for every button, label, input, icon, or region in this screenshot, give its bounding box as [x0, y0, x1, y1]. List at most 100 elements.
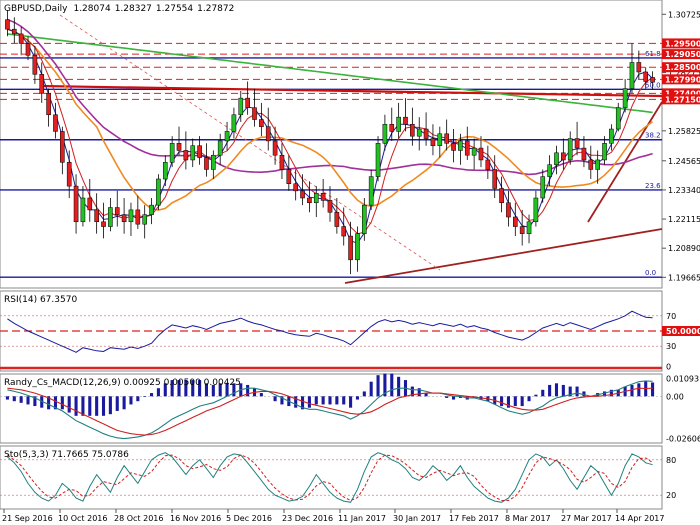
- candle-bear: [300, 190, 305, 199]
- x-tick-label: 16 Nov 2016: [170, 514, 221, 523]
- price-tick-label: 1.23340: [668, 186, 700, 195]
- ohlc-high: 1.28327: [115, 4, 152, 14]
- x-tick-label: 14 Apr 2017: [615, 514, 664, 523]
- stoch-panel: 80 20 Sto(5,3,3) 71.7665 75.0786: [0, 445, 676, 510]
- candle-bear: [25, 43, 31, 56]
- candle-bull: [238, 97, 244, 116]
- candle-bear: [307, 197, 312, 204]
- x-tick-label: 28 Oct 2016: [114, 514, 163, 523]
- fib-label: 61.8: [645, 50, 661, 58]
- candle-bear: [53, 114, 58, 132]
- candle-bull: [533, 197, 539, 223]
- rsi-panel: 70 50.0000 30 0 RSI(14) 67.3570: [0, 290, 700, 372]
- resistance-label-bg: [662, 88, 700, 99]
- candle-bull: [108, 207, 113, 227]
- candle-bear: [252, 107, 257, 120]
- x-tick-label: 21 Sep 2016: [2, 514, 53, 523]
- candle-bear: [430, 138, 436, 146]
- resistance-label-bg: [662, 62, 700, 73]
- candle-bear: [320, 193, 326, 201]
- candle-bear: [32, 55, 38, 75]
- x-tick-label: 27 Mar 2017: [561, 514, 612, 523]
- price-y-axis: 1.30725 1.28275 1.25825 1.24565 1.23340 1.221…: [662, 10, 700, 282]
- resistance-labels: 1.29500 1.29050 1.28500 1.27990 1.274001.271…: [662, 38, 700, 105]
- candle-bull: [458, 140, 463, 151]
- candle-bull: [547, 164, 552, 177]
- price-tick-label: 1.19665: [668, 273, 700, 282]
- candle-bear: [121, 214, 127, 223]
- ma-200-line: [7, 33, 653, 114]
- candle-bull: [362, 204, 367, 234]
- rsi-content: 70 50.0000 30 0: [0, 310, 700, 372]
- candle-bull: [437, 133, 443, 146]
- stoch-k-line: [7, 452, 653, 503]
- rsi-tick-label: 0: [666, 363, 671, 372]
- candle-bear: [636, 62, 642, 73]
- candle-bear: [114, 207, 120, 215]
- candle-bear: [588, 159, 594, 170]
- candle-bull: [375, 143, 381, 177]
- rsi-50-bg: [662, 326, 700, 336]
- price-tick-label: 1.22115: [668, 215, 700, 224]
- macd-label: Randy_Cs_MACD(12,26,9) 0.00925 0.00500 0…: [4, 378, 241, 388]
- candle-bull: [471, 147, 477, 156]
- support-trendline: [344, 228, 663, 284]
- resistance-label-bg: [662, 94, 700, 105]
- timeframe-label: Daily: [45, 4, 68, 14]
- macd-content: 0.01093 0.00 -0.02606: [0, 373, 700, 444]
- rsi-line: [7, 310, 653, 353]
- candle-bear: [101, 221, 106, 227]
- fib-label: 50.0: [645, 81, 661, 89]
- stoch-panel-frame: [0, 445, 663, 510]
- candle-bear: [18, 33, 24, 44]
- resistance-label: 1.27990: [665, 75, 700, 84]
- candle-bull: [355, 233, 360, 261]
- candle-bear: [183, 150, 189, 161]
- candle-bear: [389, 124, 395, 132]
- candle-bull: [609, 128, 614, 144]
- candle-bear: [327, 200, 333, 213]
- fib-label: 38.2: [645, 132, 661, 140]
- candle-bear: [650, 77, 655, 83]
- candle-bear: [403, 116, 408, 125]
- fib-labels: 61.8 50.0 38.2 23.6 0.0: [645, 50, 661, 277]
- ohlc-open: 1.28074: [73, 4, 110, 14]
- candle-bear: [492, 169, 498, 189]
- rsi-label: RSI(14) 67.3570: [4, 295, 77, 305]
- candle-bear: [245, 97, 250, 108]
- price-tick-label: 1.20890: [668, 244, 700, 253]
- candle-bear: [204, 157, 209, 170]
- candle-bear: [66, 162, 72, 187]
- candle-bull: [224, 131, 230, 142]
- candle-bull: [162, 162, 168, 180]
- candle-bull: [602, 143, 607, 161]
- candle-bear: [279, 154, 285, 170]
- candle-bull: [629, 62, 635, 89]
- candle-bear: [444, 133, 449, 144]
- resistance-label: 1.28500: [665, 63, 700, 72]
- candle-bear: [334, 212, 340, 227]
- stoch-tick-label: 20: [666, 491, 676, 500]
- candle-bear: [87, 197, 93, 211]
- horizontal-resistance-trendline: [39, 84, 663, 98]
- macd-tick-label: 0.01093: [666, 375, 699, 384]
- candle-bear: [286, 169, 292, 184]
- candle-bull: [368, 176, 374, 206]
- rsi-tick-label: 70: [666, 312, 676, 321]
- fib-label: 0.0: [645, 269, 656, 277]
- x-axis: 21 Sep 2016 10 Oct 2016 28 Oct 2016 16 Nov …: [2, 509, 664, 523]
- rsi-tick-label: 50.0000: [666, 327, 700, 336]
- x-tick-label: 5 Dec 2016: [226, 514, 272, 523]
- candle-bull: [231, 114, 237, 132]
- candle-bear: [451, 143, 456, 151]
- candle-bear: [11, 28, 17, 35]
- resistance-label-bg: [662, 38, 700, 49]
- resistance-label-bg: [662, 74, 700, 85]
- ohlc-low: 1.27554: [156, 4, 193, 14]
- resistance-label: 1.27400: [665, 89, 700, 98]
- candle-bull: [526, 221, 532, 234]
- candle-bull: [615, 107, 621, 130]
- candle-bear: [197, 145, 202, 158]
- macd-tick-label: 0.00: [666, 392, 684, 401]
- candle-bull: [142, 214, 148, 225]
